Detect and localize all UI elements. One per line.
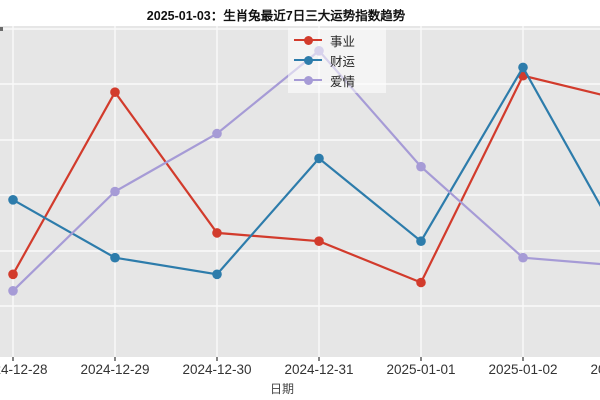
series-point-love bbox=[8, 286, 18, 296]
series-point-wealth bbox=[212, 269, 222, 280]
series-point-love bbox=[110, 186, 120, 197]
series-point-wealth bbox=[8, 195, 18, 205]
series-point-career bbox=[212, 228, 222, 238]
series-point-career bbox=[416, 277, 426, 288]
chart-title: 2025-01-03：生肖兔最近7日三大运势指数趋势 bbox=[146, 9, 406, 23]
legend-marker-love-icon bbox=[294, 71, 322, 89]
x-axis-title: 日期 bbox=[269, 382, 295, 396]
x-tick-label-5: 2025-01-02 bbox=[488, 362, 558, 377]
x-tick-label-1: 2024-12-29 bbox=[80, 362, 150, 377]
x-tick-label-2: 2024-12-30 bbox=[182, 362, 252, 377]
legend-label-wealth: 财运 bbox=[330, 54, 356, 69]
series-point-love bbox=[212, 128, 222, 139]
x-tick-label-6: 2025-01-03 bbox=[590, 362, 600, 377]
x-tick-marks bbox=[12, 357, 524, 361]
legend-item-wealth: 财运 bbox=[294, 51, 380, 69]
cropped-y-tick-remnant bbox=[0, 27, 3, 31]
legend-item-career: 事业 bbox=[294, 31, 380, 49]
series-point-wealth bbox=[416, 236, 426, 246]
x-tick-label-3: 2024-12-31 bbox=[284, 362, 354, 377]
x-tick-label-0: 2024-12-28 bbox=[0, 362, 48, 377]
series-point-love bbox=[518, 252, 528, 263]
series-point-wealth bbox=[518, 62, 528, 73]
legend-marker-wealth-icon bbox=[294, 51, 322, 69]
series-point-career bbox=[110, 87, 120, 97]
series-point-career bbox=[314, 236, 324, 246]
legend: 事业 财运 爱情 bbox=[288, 28, 386, 93]
legend-label-career: 事业 bbox=[330, 34, 356, 49]
legend-label-love: 爱情 bbox=[330, 74, 356, 89]
legend-marker-career-icon bbox=[294, 31, 322, 49]
series-point-wealth bbox=[110, 252, 120, 263]
series-point-career bbox=[8, 269, 18, 280]
series-point-wealth bbox=[314, 153, 324, 164]
series-point-love bbox=[416, 161, 426, 172]
legend-item-love: 爱情 bbox=[294, 71, 380, 89]
x-tick-label-4: 2025-01-01 bbox=[386, 362, 456, 377]
